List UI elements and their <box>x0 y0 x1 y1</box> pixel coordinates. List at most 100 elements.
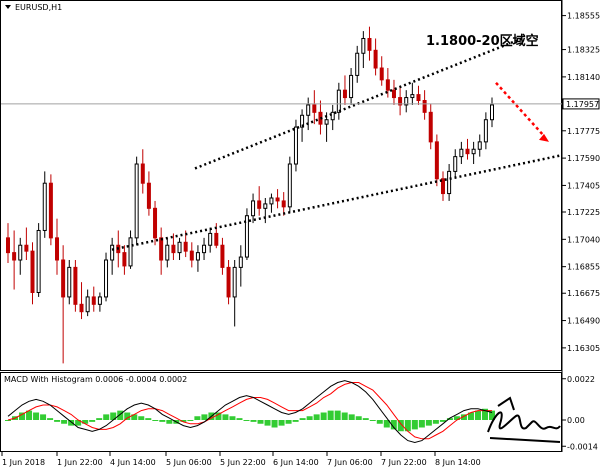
histogram-bar <box>481 408 488 420</box>
candle-body <box>183 241 188 252</box>
candle-body <box>293 126 298 165</box>
macd-lines <box>7 380 493 444</box>
candle <box>330 104 335 131</box>
macd-histogram <box>5 408 495 432</box>
histogram-bar <box>54 420 61 422</box>
candle <box>73 260 78 312</box>
candle-body <box>447 170 452 195</box>
candle-body <box>453 156 458 172</box>
candle-body <box>257 200 262 209</box>
y-tick-label: 1.16490 <box>567 317 600 326</box>
candle-body <box>195 252 200 261</box>
histogram-bar <box>215 412 222 420</box>
candle-body <box>459 148 464 158</box>
histogram-bar <box>40 414 47 420</box>
candle-body <box>379 67 384 81</box>
candle-body <box>367 37 372 51</box>
candle-body <box>97 296 102 305</box>
candle <box>355 45 360 83</box>
candle-body <box>440 178 445 195</box>
histogram-bar <box>418 420 425 428</box>
candle <box>146 171 151 216</box>
candle <box>453 149 458 179</box>
candle-body <box>336 89 341 113</box>
histogram-bar <box>397 420 404 432</box>
candle-body <box>140 163 145 184</box>
candle-body <box>42 182 47 231</box>
histogram-bar <box>96 418 103 420</box>
candle-body <box>281 200 286 208</box>
candle <box>153 200 158 246</box>
candle <box>232 260 237 327</box>
histogram-bar <box>68 420 75 426</box>
candle-body <box>36 229 41 293</box>
dropdown-triangle-icon[interactable] <box>5 5 11 9</box>
candle <box>244 208 249 261</box>
candle <box>398 85 403 116</box>
candle <box>85 289 90 317</box>
candle <box>379 56 384 86</box>
candle-body <box>226 266 231 298</box>
candle <box>434 134 439 187</box>
x-tick-label: 1 Jun 2018 <box>2 458 45 467</box>
signature-scribble <box>487 396 561 443</box>
histogram-bar <box>222 414 229 420</box>
candle-body <box>128 237 133 267</box>
histogram-bar <box>47 418 54 420</box>
candle <box>391 79 396 105</box>
candle-body <box>404 97 409 106</box>
candle <box>6 223 10 263</box>
price-panel-frame <box>0 0 562 371</box>
candle <box>447 164 452 201</box>
x-tick-label: 5 Jun 22:00 <box>220 458 266 467</box>
candle-body <box>361 37 366 54</box>
histogram-bar <box>376 420 383 424</box>
candle-body <box>312 104 317 113</box>
histogram-bar <box>187 420 194 421</box>
histogram-bar <box>278 420 285 426</box>
histogram-bar <box>166 420 173 424</box>
candle <box>36 223 41 297</box>
candle <box>349 68 354 105</box>
histogram-bar <box>250 420 257 422</box>
histogram-bar <box>299 418 306 420</box>
candle <box>490 97 494 128</box>
histogram-bar <box>285 420 292 424</box>
candle <box>312 90 317 125</box>
candle <box>422 90 427 120</box>
candle-body <box>159 237 164 261</box>
lower-trendline <box>111 153 563 251</box>
candle-body <box>153 207 158 239</box>
candle-body <box>263 203 268 209</box>
candle-body <box>355 52 360 76</box>
histogram-bar <box>131 414 138 420</box>
histogram-bar <box>19 412 26 420</box>
candle <box>97 292 102 312</box>
histogram-bar <box>439 420 446 422</box>
histogram-bar <box>432 420 439 424</box>
candle <box>226 260 231 305</box>
candle-body <box>238 256 243 268</box>
candle <box>287 156 292 213</box>
candle-body <box>208 232 213 246</box>
candle <box>342 75 347 105</box>
macd-label: MACD With Histogram 0.0006 -0.0004 0.000… <box>4 375 187 384</box>
candle <box>238 245 243 287</box>
candle-body <box>202 244 207 254</box>
candle <box>61 245 66 364</box>
histogram-bar <box>110 412 117 420</box>
candle <box>12 230 17 290</box>
histogram-bar <box>271 420 278 428</box>
candle-body <box>373 49 378 69</box>
candle-body <box>232 266 237 298</box>
candle <box>134 156 139 246</box>
candle <box>373 38 378 76</box>
histogram-bar <box>453 416 460 420</box>
candle-body <box>146 182 151 209</box>
candle <box>465 138 470 160</box>
candle-body <box>483 119 488 143</box>
candle <box>48 174 53 246</box>
histogram-bar <box>327 410 334 420</box>
arrow-head <box>539 133 549 142</box>
